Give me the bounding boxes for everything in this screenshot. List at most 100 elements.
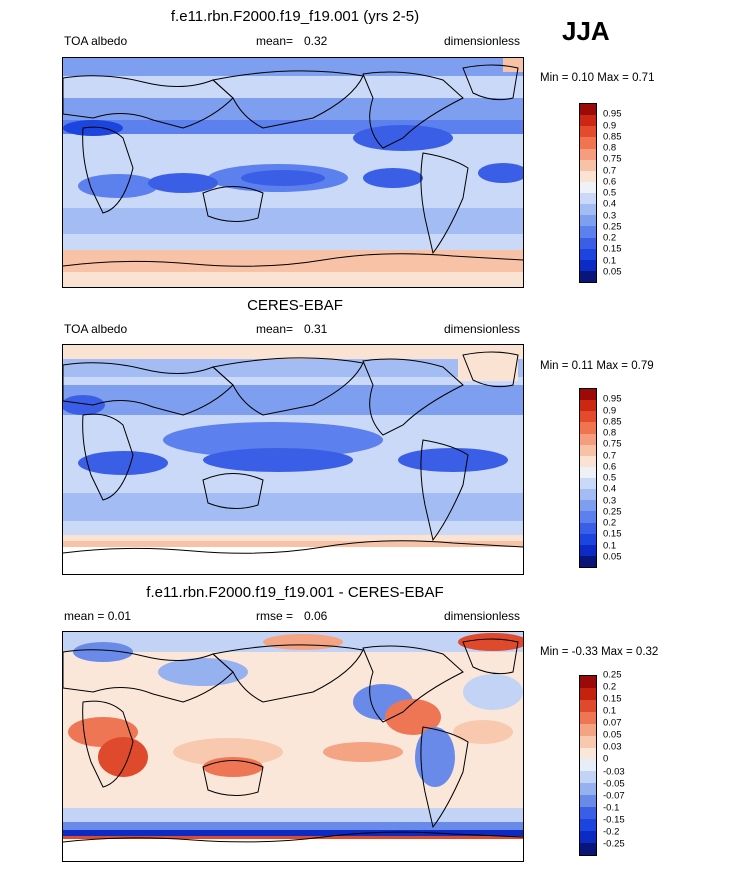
colorbar-tick-label: 0.07 — [603, 717, 622, 729]
mean-label: mean= — [256, 322, 294, 336]
map-difference-svg — [63, 632, 523, 861]
map-observed — [62, 344, 524, 575]
colorbar-tick-label: 0.3 — [603, 495, 617, 506]
colorbar-segment — [580, 400, 596, 412]
colorbar-segment — [580, 533, 596, 545]
panel-title: CERES-EBAF — [247, 297, 343, 314]
colorbar-segment — [580, 126, 596, 138]
colorbar-tick-label: -0.2 — [603, 826, 620, 838]
colorbar-segment — [580, 248, 596, 260]
colorbar-segment — [580, 807, 596, 820]
colorbar-segment — [580, 830, 596, 843]
map-model-svg — [63, 58, 523, 287]
colorbar-segment — [580, 842, 596, 855]
min-label: Min = — [540, 646, 569, 658]
colorbar-tick-label: 0.5 — [603, 472, 617, 484]
colorbar-tick-label: -0.15 — [603, 814, 625, 826]
colorbar-tick-label: 0.7 — [603, 450, 617, 461]
colorbar-tick-label: 0.1 — [603, 540, 617, 551]
colorbar-segment — [580, 389, 596, 401]
units-label: dimensionless — [444, 609, 521, 623]
colorbar-tick-label: 0.25 — [603, 669, 622, 681]
colorbar-tick-label: -0.1 — [603, 802, 620, 814]
colorbar-tick-label: -0.05 — [603, 778, 625, 790]
colorbar-segment — [580, 747, 596, 760]
colorbar-segment — [580, 159, 596, 171]
colorbar-tick-label: 0.2 — [603, 517, 617, 529]
max-label: Max = — [596, 360, 629, 372]
colorbar-tick-label: -0.25 — [603, 838, 625, 850]
colorbar-tick-label: 0.85 — [603, 416, 622, 428]
min-label: Min = — [540, 360, 569, 372]
map-observed-svg — [63, 345, 523, 574]
map-model — [62, 57, 524, 288]
colorbar-segment — [580, 500, 596, 512]
colorbar-tick-label: -0.07 — [603, 790, 625, 802]
colorbar-segment — [580, 723, 596, 736]
min-max-readout: Min = 0.11 Max = 0.79 — [540, 360, 654, 372]
colorbar-segment — [580, 759, 596, 772]
max-label: Max = — [601, 646, 633, 658]
colorbar-segment — [580, 735, 596, 748]
colorbar-segment — [580, 411, 596, 423]
mean-label: mean= — [256, 34, 294, 48]
colorbar-tick-label: 0.8 — [603, 142, 617, 154]
colorbar-tick-label: 0.3 — [603, 210, 617, 221]
max-label: Max = — [597, 72, 629, 84]
colorbar-segment — [580, 466, 596, 478]
colorbar-tick-label: 0.2 — [603, 232, 617, 244]
max-value: 0.79 — [631, 360, 654, 372]
colorbar-tick-label: 0.75 — [603, 153, 622, 165]
colorbar-tick-label: 0.15 — [603, 693, 622, 705]
colorbar — [579, 388, 597, 568]
colorbar-tick-label: 0.15 — [603, 528, 622, 540]
colorbar-segment — [580, 444, 596, 456]
colorbar-segment — [580, 478, 596, 490]
min-max-readout: Min = 0.10 Max = 0.71 — [540, 72, 654, 84]
colorbar-segment — [580, 115, 596, 127]
colorbar-tick-label: 0.95 — [603, 393, 622, 405]
colorbar-segment — [580, 237, 596, 249]
colorbar-tick-label: 0.85 — [603, 131, 622, 143]
colorbar-segment — [580, 511, 596, 523]
colorbar-segment — [580, 687, 596, 700]
mean-value: 0.32 — [304, 34, 328, 48]
colorbar-segment — [580, 259, 596, 271]
min-value: 0.10 — [571, 72, 595, 84]
colorbar-tick-label: 0 — [603, 753, 609, 765]
colorbar-tick-label: 0.05 — [603, 729, 622, 741]
panel-title: f.e11.rbn.F2000.f19_f19.001 - CERES-EBAF — [146, 584, 444, 601]
colorbar-segment — [580, 489, 596, 501]
colorbar-tick-label: 0.2 — [603, 681, 617, 693]
colorbar-segment — [580, 226, 596, 238]
min-label: Min = — [540, 72, 569, 84]
colorbar-tick-label: 0.7 — [603, 165, 617, 176]
units-label: dimensionless — [444, 34, 521, 48]
colorbar-tick-label: 0.9 — [603, 120, 617, 131]
colorbar-tick-label: 0.4 — [603, 483, 617, 495]
colorbar-segment — [580, 676, 596, 688]
colorbar-tick-label: 0.03 — [603, 741, 622, 753]
colorbar-labels: -0.25 -0.2 -0.15 -0.1 -0.07 -0.05 -0.03 0 0.03 0.… — [603, 670, 643, 856]
colorbar-segment — [580, 522, 596, 534]
colorbar-segment — [580, 215, 596, 227]
rmse-value: 0.06 — [304, 609, 328, 623]
variable-label: TOA albedo — [64, 322, 128, 336]
colorbar-tick-label: 0.8 — [603, 427, 617, 439]
max-value: 0.32 — [635, 646, 659, 658]
colorbar-segment — [580, 193, 596, 205]
panel-title: f.e11.rbn.F2000.f19_f19.001 (yrs 2-5) — [170, 8, 420, 25]
colorbar-tick-label: 0.9 — [603, 405, 617, 416]
colorbar-segment — [580, 711, 596, 724]
colorbar-segment — [580, 170, 596, 182]
colorbar-segment — [580, 433, 596, 445]
colorbar-tick-label: 0.25 — [603, 506, 622, 518]
colorbar-segment — [580, 270, 596, 282]
colorbar-labels: 0.05 0.1 0.15 0.2 0.25 0.3 0.4 0.5 0.6 0.7 0.75 0.8… — [603, 388, 643, 568]
map-difference — [62, 631, 524, 862]
colorbar-tick-label: 0.15 — [603, 243, 622, 255]
colorbar-segment — [580, 544, 596, 556]
colorbar-tick-label: 0.05 — [603, 266, 622, 278]
colorbar-tick-label: 0.25 — [603, 221, 622, 233]
colorbar-tick-label: 0.1 — [603, 705, 617, 717]
